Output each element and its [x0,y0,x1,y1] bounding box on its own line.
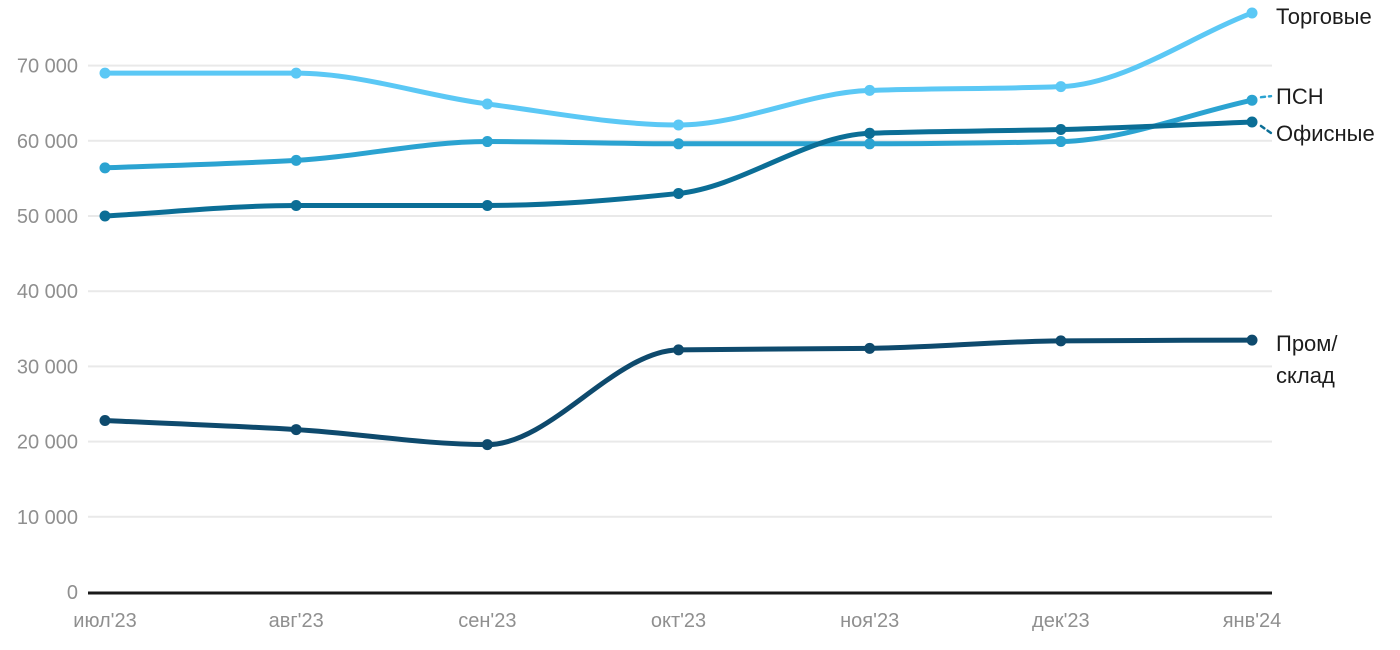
series-end-label: Офисные [1276,121,1375,146]
label-leader-line [1259,94,1273,99]
data-point [99,210,111,222]
x-tick-label: авг'23 [269,610,324,632]
y-tick-label: 60 000 [17,131,78,153]
data-point [1055,335,1067,347]
data-point [290,67,302,79]
series-line-4 [102,337,1255,448]
y-tick-label: 0 [67,582,78,604]
data-point [1246,116,1258,128]
data-point [99,415,111,427]
label-leader-line [1259,124,1273,135]
x-tick-label: окт'23 [651,610,706,632]
data-point [99,67,111,79]
data-point [673,344,685,356]
data-point [864,127,876,139]
y-tick-label: 30 000 [17,356,78,378]
series-line-1 [102,10,1255,128]
x-tick-label: сен'23 [458,610,516,632]
data-point [1055,136,1067,148]
data-point [1246,7,1258,19]
data-point [481,439,493,451]
data-point [99,162,111,174]
data-point [1246,94,1258,106]
series-line-3 [102,119,1255,219]
series-end-label: склад [1276,363,1335,388]
data-point [673,138,685,150]
data-point [864,138,876,150]
data-point [290,424,302,436]
data-point [290,154,302,166]
data-point [1055,124,1067,136]
x-tick-label: июл'23 [73,610,136,632]
y-tick-label: 10 000 [17,507,78,529]
x-tick-label: янв'24 [1223,610,1282,632]
data-point [673,119,685,131]
data-point [290,199,302,211]
x-tick-label: ноя'23 [840,610,899,632]
data-point [1246,334,1258,346]
data-point [1055,81,1067,93]
data-point [864,84,876,96]
y-tick-label: 40 000 [17,281,78,303]
data-point [673,187,685,199]
data-point [481,98,493,110]
series-line-2 [102,97,1255,171]
data-point [481,199,493,211]
y-tick-label: 50 000 [17,206,78,228]
y-tick-label: 70 000 [17,56,78,78]
series-end-label: Торговые [1276,4,1372,29]
data-point [864,342,876,354]
data-point [481,136,493,148]
y-tick-label: 20 000 [17,432,78,454]
series-end-label: ПСН [1276,84,1324,109]
x-tick-label: дек'23 [1032,610,1090,632]
series-end-label: Пром/ [1276,331,1338,356]
